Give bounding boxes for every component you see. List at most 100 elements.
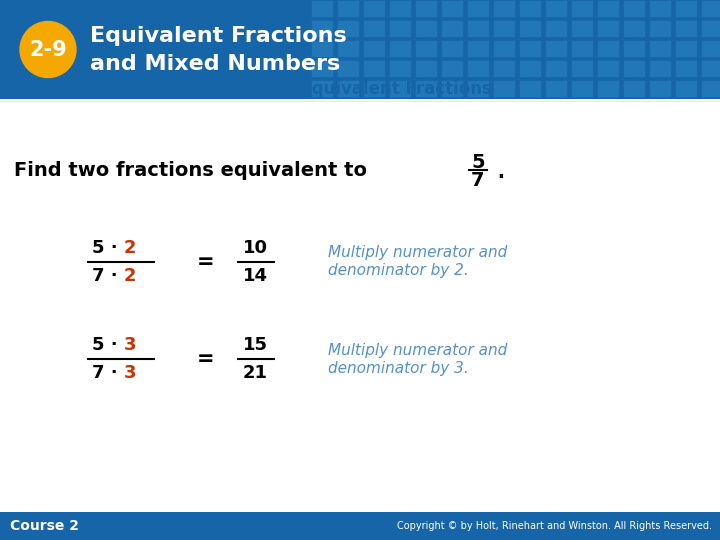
Bar	[0, 512, 720, 540]
Circle shape	[20, 22, 76, 78]
Bar	[623, 40, 645, 57]
Bar	[389, 80, 411, 97]
Bar	[389, 0, 411, 17]
Bar	[467, 80, 489, 97]
Bar	[623, 0, 645, 17]
Bar	[493, 60, 515, 77]
Bar	[363, 20, 385, 37]
Bar	[623, 60, 645, 77]
Text: Course 2: Course 2	[10, 519, 79, 533]
Bar	[623, 20, 645, 37]
Bar	[597, 60, 619, 77]
Bar	[337, 80, 359, 97]
Bar	[389, 40, 411, 57]
Bar	[597, 0, 619, 17]
Bar	[649, 60, 671, 77]
Text: 7 ·: 7 ·	[92, 267, 124, 285]
Bar	[701, 40, 720, 57]
Text: Copyright © by Holt, Rinehart and Winston. All Rights Reserved.: Copyright © by Holt, Rinehart and Winsto…	[397, 521, 712, 531]
Bar	[675, 0, 697, 17]
Bar	[415, 40, 437, 57]
Bar	[493, 40, 515, 57]
Bar	[597, 20, 619, 37]
Bar	[363, 0, 385, 17]
Bar	[415, 80, 437, 97]
Bar	[311, 40, 333, 57]
Bar	[493, 80, 515, 97]
Bar	[675, 80, 697, 97]
Bar	[675, 40, 697, 57]
Bar	[571, 0, 593, 17]
Bar	[337, 60, 359, 77]
Text: 2: 2	[124, 239, 137, 257]
Text: Equivalent Fractions: Equivalent Fractions	[90, 25, 347, 45]
Bar	[675, 60, 697, 77]
Bar	[0, 0, 720, 99]
Bar	[415, 20, 437, 37]
Bar	[597, 40, 619, 57]
Text: 3: 3	[124, 336, 137, 354]
Text: =: =	[197, 349, 214, 369]
Text: Multiply numerator and: Multiply numerator and	[328, 245, 507, 260]
Text: 10: 10	[243, 239, 268, 257]
Bar	[441, 20, 463, 37]
Bar	[701, 60, 720, 77]
Text: 2: 2	[124, 267, 137, 285]
Bar	[519, 0, 541, 17]
Text: 2-9: 2-9	[29, 39, 67, 59]
Text: =: =	[197, 252, 214, 272]
Bar	[701, 80, 720, 97]
Bar	[675, 20, 697, 37]
Text: 5 ·: 5 ·	[92, 239, 124, 257]
Text: Additional Example 1: Finding Equivalent Fractions: Additional Example 1: Finding Equivalent…	[14, 80, 492, 98]
Bar	[545, 20, 567, 37]
Bar	[467, 20, 489, 37]
Bar	[311, 0, 333, 17]
Bar	[649, 80, 671, 97]
Text: denominator by 3.: denominator by 3.	[328, 361, 468, 376]
Bar	[363, 60, 385, 77]
Bar	[441, 80, 463, 97]
Bar	[545, 0, 567, 17]
Bar	[441, 60, 463, 77]
Bar	[311, 20, 333, 37]
Bar	[415, 60, 437, 77]
Bar	[467, 40, 489, 57]
Text: 7 ·: 7 ·	[92, 364, 124, 382]
Bar	[597, 80, 619, 97]
Bar	[311, 80, 333, 97]
Text: .: .	[491, 163, 505, 181]
Text: and Mixed Numbers: and Mixed Numbers	[90, 53, 341, 73]
Bar	[519, 60, 541, 77]
Text: denominator by 2.: denominator by 2.	[328, 264, 468, 279]
Bar	[311, 60, 333, 77]
Bar	[415, 0, 437, 17]
Bar	[441, 40, 463, 57]
Bar	[571, 20, 593, 37]
Bar	[337, 0, 359, 17]
Bar	[441, 0, 463, 17]
Bar	[701, 0, 720, 17]
Bar	[467, 0, 489, 17]
Bar	[493, 20, 515, 37]
Text: Multiply numerator and: Multiply numerator and	[328, 342, 507, 357]
Text: 7: 7	[472, 171, 485, 190]
Bar	[363, 40, 385, 57]
Bar	[337, 40, 359, 57]
Bar	[623, 80, 645, 97]
Bar	[649, 40, 671, 57]
Bar	[571, 40, 593, 57]
Bar	[519, 20, 541, 37]
Bar	[571, 60, 593, 77]
Text: 15: 15	[243, 336, 268, 354]
Bar	[389, 60, 411, 77]
Bar	[519, 40, 541, 57]
Bar	[337, 20, 359, 37]
Text: 5 ·: 5 ·	[92, 336, 124, 354]
Text: 3: 3	[124, 364, 137, 382]
Text: 14: 14	[243, 267, 268, 285]
Text: 21: 21	[243, 364, 268, 382]
Bar	[467, 60, 489, 77]
Bar	[389, 20, 411, 37]
Bar	[649, 20, 671, 37]
